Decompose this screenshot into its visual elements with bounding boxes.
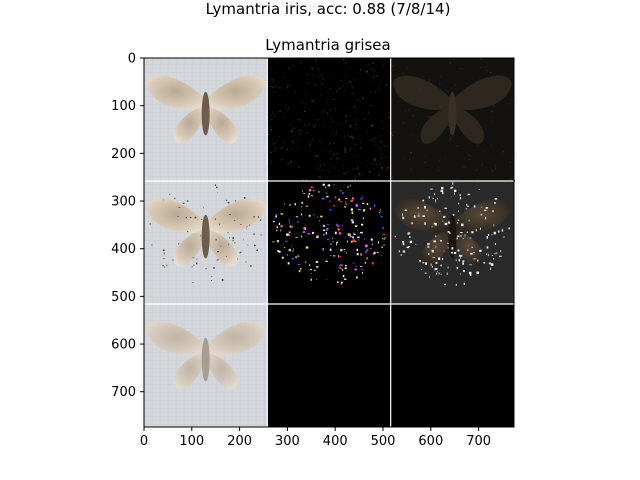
x-tick-label: 700 bbox=[466, 434, 491, 449]
image-tile-r0-c1 bbox=[267, 58, 392, 182]
plot-frame bbox=[143, 57, 515, 428]
moth-wings bbox=[145, 321, 266, 390]
axes: 0 100 200 300 400 500 600 700 0 100 200 300 400 500 60… bbox=[111, 52, 515, 449]
y-tick-label: 300 bbox=[111, 195, 136, 210]
y-tick-label: 500 bbox=[111, 290, 136, 305]
moth-wings bbox=[145, 198, 266, 267]
image-tile-r2-c0 bbox=[144, 304, 268, 427]
image-tile-r2-c2 bbox=[390, 304, 514, 427]
moth-wings bbox=[145, 75, 266, 144]
chart-subtitle: Lymantria grisea bbox=[265, 36, 391, 54]
x-tick-label: 200 bbox=[227, 434, 252, 449]
y-tick-label: 700 bbox=[111, 385, 136, 400]
saliency-background bbox=[267, 58, 391, 181]
image-tile-r1-c1 bbox=[267, 181, 391, 304]
y-tick-label: 100 bbox=[111, 99, 136, 114]
y-tick-label: 600 bbox=[111, 338, 136, 353]
image-tile-r0-c0 bbox=[144, 58, 268, 181]
x-tick-label: 600 bbox=[418, 434, 443, 449]
x-tick-label: 100 bbox=[179, 434, 204, 449]
image-tile-r0-c2 bbox=[390, 58, 516, 182]
saliency-background bbox=[390, 304, 514, 427]
x-tick-label: 500 bbox=[371, 434, 396, 449]
x-tick-label: 0 bbox=[140, 434, 148, 449]
moth-wings bbox=[392, 198, 513, 267]
image-tile-r2-c1 bbox=[267, 304, 391, 427]
saliency-background bbox=[267, 181, 391, 304]
saliency-background bbox=[267, 304, 391, 427]
y-tick-label: 200 bbox=[111, 147, 136, 162]
x-tick-label: 400 bbox=[323, 434, 348, 449]
tiles-layer bbox=[144, 58, 516, 427]
y-tick-label: 0 bbox=[128, 52, 136, 67]
moth-wings bbox=[392, 75, 513, 144]
image-tile-r1-c2 bbox=[390, 181, 514, 304]
x-tick-label: 300 bbox=[275, 434, 300, 449]
image-tile-r1-c0 bbox=[144, 181, 268, 304]
chart-title: Lymantria iris, acc: 0.88 (7/8/14) bbox=[205, 0, 451, 18]
y-tick-label: 400 bbox=[111, 242, 136, 257]
